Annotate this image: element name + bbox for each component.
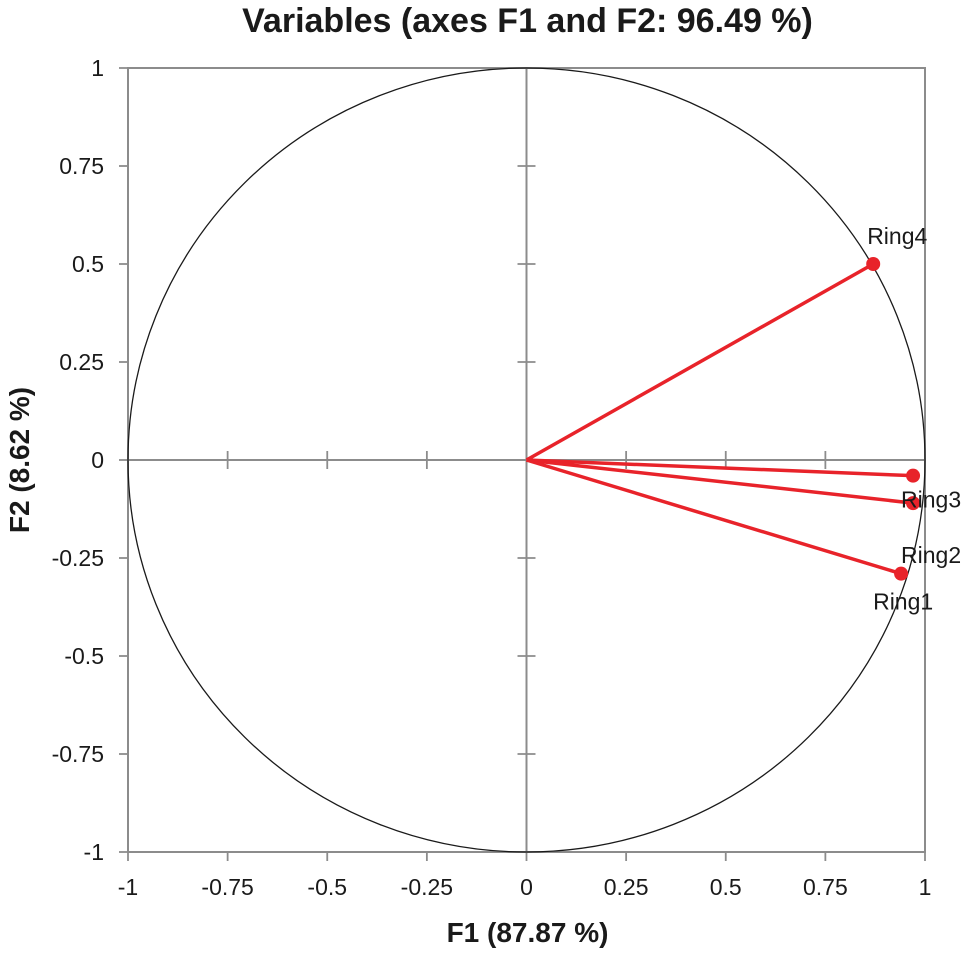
y-tick-label: -1 <box>84 839 104 865</box>
point-ring2 <box>906 496 921 511</box>
unit-correlation-circle <box>127 67 926 853</box>
vector-ring2 <box>526 458 914 505</box>
x-axis-ticks: -1 -0.75 -0.5 -0.25 0 0.25 0.5 0.75 1 <box>118 451 932 900</box>
x-tick-label: 0 <box>520 874 533 900</box>
y-tick-label: 0 <box>91 447 104 473</box>
point-ring3 <box>906 468 921 483</box>
label-ring1: Ring1 <box>873 589 933 615</box>
y-tick-label: -0.75 <box>52 741 104 767</box>
y-tick-label: 1 <box>91 55 104 81</box>
x-axis-label: F1 (87.87 %) <box>446 917 609 948</box>
y-tick-label: 0.5 <box>72 251 104 277</box>
y-tick-label: 0.25 <box>59 349 104 375</box>
y-axis-label: F2 (8.62 %) <box>4 386 35 534</box>
chart-title: Variables (axes F1 and F2: 96.49 %) <box>242 2 813 40</box>
y-tick-label: -0.5 <box>64 643 104 669</box>
variable-vectors <box>525 257 921 581</box>
x-tick-label: -1 <box>118 874 138 900</box>
label-ring2: Ring2 <box>901 542 961 568</box>
y-tick-label: -0.25 <box>52 545 104 571</box>
point-ring4 <box>866 257 881 271</box>
vector-ring1 <box>525 458 902 576</box>
x-tick-label: 0.5 <box>710 874 742 900</box>
x-tick-label: 0.25 <box>604 874 649 900</box>
label-ring3: Ring3 <box>901 487 961 513</box>
x-tick-label: 1 <box>919 874 932 900</box>
point-ring1 <box>894 566 909 581</box>
y-tick-label: 0.75 <box>59 153 104 179</box>
x-tick-label: -0.5 <box>307 874 347 900</box>
label-ring4: Ring4 <box>867 223 927 249</box>
x-tick-label: -0.25 <box>401 874 453 900</box>
variable-labels: Ring4 Ring3 Ring2 Ring1 <box>867 223 961 615</box>
x-tick-label: 0.75 <box>803 874 848 900</box>
y-axis-ticks: -1 -0.75 -0.5 -0.25 0 0.25 0.5 0.75 1 <box>52 55 536 865</box>
x-tick-label: -0.75 <box>201 874 253 900</box>
vector-ring3 <box>526 458 914 478</box>
vector-ring4 <box>525 262 875 462</box>
